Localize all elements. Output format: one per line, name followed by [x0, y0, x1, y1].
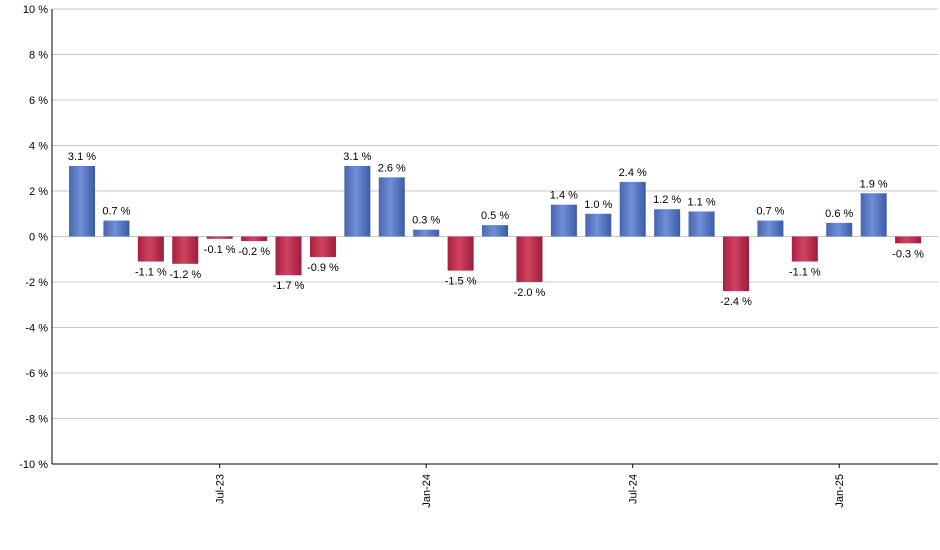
- value-label: -0.2 %: [238, 246, 270, 258]
- y-tick-label: -4 %: [25, 323, 48, 335]
- value-label: -1.1 %: [789, 267, 821, 279]
- value-label: 0.7 %: [102, 206, 130, 218]
- bar: [860, 193, 887, 237]
- bar: [757, 220, 784, 237]
- value-label: 3.1 %: [68, 151, 96, 163]
- y-tick-label: 8 %: [29, 50, 48, 62]
- value-label: 0.5 %: [481, 210, 509, 222]
- value-label: 1.4 %: [550, 190, 578, 202]
- bar: [413, 229, 440, 237]
- bar: [103, 220, 130, 237]
- value-label: 1.2 %: [653, 194, 681, 206]
- value-label: -0.3 %: [892, 248, 924, 260]
- bar: [550, 204, 577, 237]
- bar: [619, 181, 646, 237]
- x-tick-label: Jan-24: [421, 474, 433, 508]
- value-label: 3.1 %: [343, 151, 371, 163]
- value-label: -0.9 %: [307, 262, 339, 274]
- y-tick-label: -2 %: [25, 277, 48, 289]
- bar: [69, 165, 95, 237]
- value-label: -1.5 %: [445, 276, 477, 288]
- value-label: -2.0 %: [514, 287, 546, 299]
- value-label: 1.0 %: [584, 199, 612, 211]
- bar: [378, 177, 405, 237]
- bar: [895, 236, 922, 244]
- value-label: -1.7 %: [273, 280, 305, 292]
- x-tick-label: Jul-24: [628, 474, 640, 504]
- bar: [585, 213, 612, 237]
- bar: [172, 236, 199, 264]
- value-label: 0.6 %: [825, 208, 853, 220]
- y-tick-label: 0 %: [29, 232, 48, 244]
- y-tick-label: 6 %: [29, 95, 48, 107]
- y-tick-label: 2 %: [29, 186, 48, 198]
- bar: [309, 236, 336, 257]
- y-tick-label: -6 %: [25, 368, 48, 380]
- value-label: 1.9 %: [860, 178, 888, 190]
- bar: [137, 236, 164, 262]
- y-tick-label: 4 %: [29, 141, 48, 153]
- value-label: 2.4 %: [619, 167, 647, 179]
- bar: [791, 236, 818, 262]
- value-label: 0.7 %: [756, 206, 784, 218]
- bar: [206, 236, 233, 239]
- value-label: 0.3 %: [412, 215, 440, 227]
- bar: [482, 225, 509, 237]
- bar: [516, 236, 543, 282]
- value-label: 2.6 %: [378, 162, 406, 174]
- y-tick-label: -10 %: [19, 459, 48, 471]
- x-tick-label: Jan-25: [834, 474, 846, 508]
- bar: [344, 165, 371, 237]
- bar: [826, 222, 853, 237]
- bar: [447, 236, 474, 271]
- value-label: -1.2 %: [169, 269, 201, 281]
- value-label: -0.1 %: [204, 244, 236, 256]
- value-label: -1.1 %: [135, 267, 167, 279]
- value-label: 1.1 %: [687, 196, 715, 208]
- bar: [275, 236, 302, 276]
- y-tick-label: 10 %: [23, 4, 48, 16]
- y-tick-label: -8 %: [25, 414, 48, 426]
- bar: [654, 209, 681, 237]
- bar: [722, 236, 749, 292]
- bar: [241, 236, 268, 242]
- x-tick-label: Jul-23: [215, 474, 227, 504]
- bar: [688, 211, 715, 237]
- value-label: -2.4 %: [720, 296, 752, 308]
